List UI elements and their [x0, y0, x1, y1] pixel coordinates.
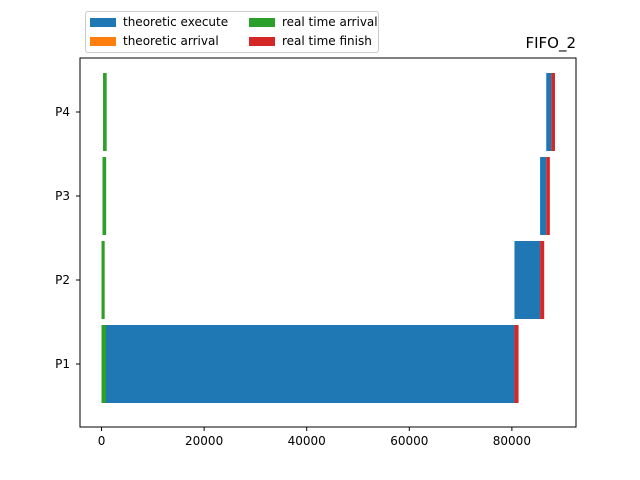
bar-theoretic-execute-p1 [101, 325, 515, 403]
x-tick-label: 80000 [493, 434, 531, 448]
bar-theoretic-execute-p3 [540, 157, 547, 235]
bar-real-time-finish-p4 [551, 73, 555, 151]
x-tick-label: 40000 [288, 434, 326, 448]
legend-label: real time finish [282, 34, 372, 48]
bar-theoretic-execute-p2 [514, 241, 541, 319]
legend-swatch-real-time-arrival [249, 17, 275, 27]
legend: theoretic execute theoretic arrival real… [85, 11, 379, 53]
legend-label: real time arrival [282, 15, 378, 29]
chart-title: FIFO_2 [525, 34, 576, 52]
y-tick-label: P3 [55, 189, 70, 203]
x-tick-label: 20000 [185, 434, 223, 448]
bar-real-time-finish-p2 [540, 241, 545, 319]
bar-real-time-arrival-p3 [102, 157, 107, 235]
legend-entry-theoretic-execute: theoretic execute [90, 15, 228, 29]
bar-real-time-arrival-p1 [101, 325, 107, 403]
y-tick-label: P2 [55, 273, 70, 287]
y-tick-label: P4 [55, 105, 70, 119]
bar-real-time-arrival-p4 [103, 73, 107, 151]
legend-entry-real-time-finish: real time finish [249, 34, 372, 48]
bar-real-time-arrival-p2 [101, 241, 105, 319]
legend-label: theoretic arrival [123, 34, 219, 48]
y-tick-label: P1 [55, 357, 70, 371]
legend-swatch-theoretic-arrival [90, 36, 116, 46]
x-tick-label: 60000 [390, 434, 428, 448]
x-tick-label: 0 [98, 434, 106, 448]
bar-real-time-finish-p3 [546, 157, 550, 235]
legend-swatch-real-time-finish [249, 36, 275, 46]
bar-real-time-finish-p1 [514, 325, 519, 403]
legend-entry-theoretic-arrival: theoretic arrival [90, 34, 219, 48]
bar-theoretic-execute-p4 [546, 73, 552, 151]
legend-label: theoretic execute [123, 15, 229, 29]
legend-swatch-theoretic-execute [90, 17, 116, 27]
plot-frame [79, 57, 577, 428]
legend-entry-real-time-arrival: real time arrival [249, 15, 378, 29]
